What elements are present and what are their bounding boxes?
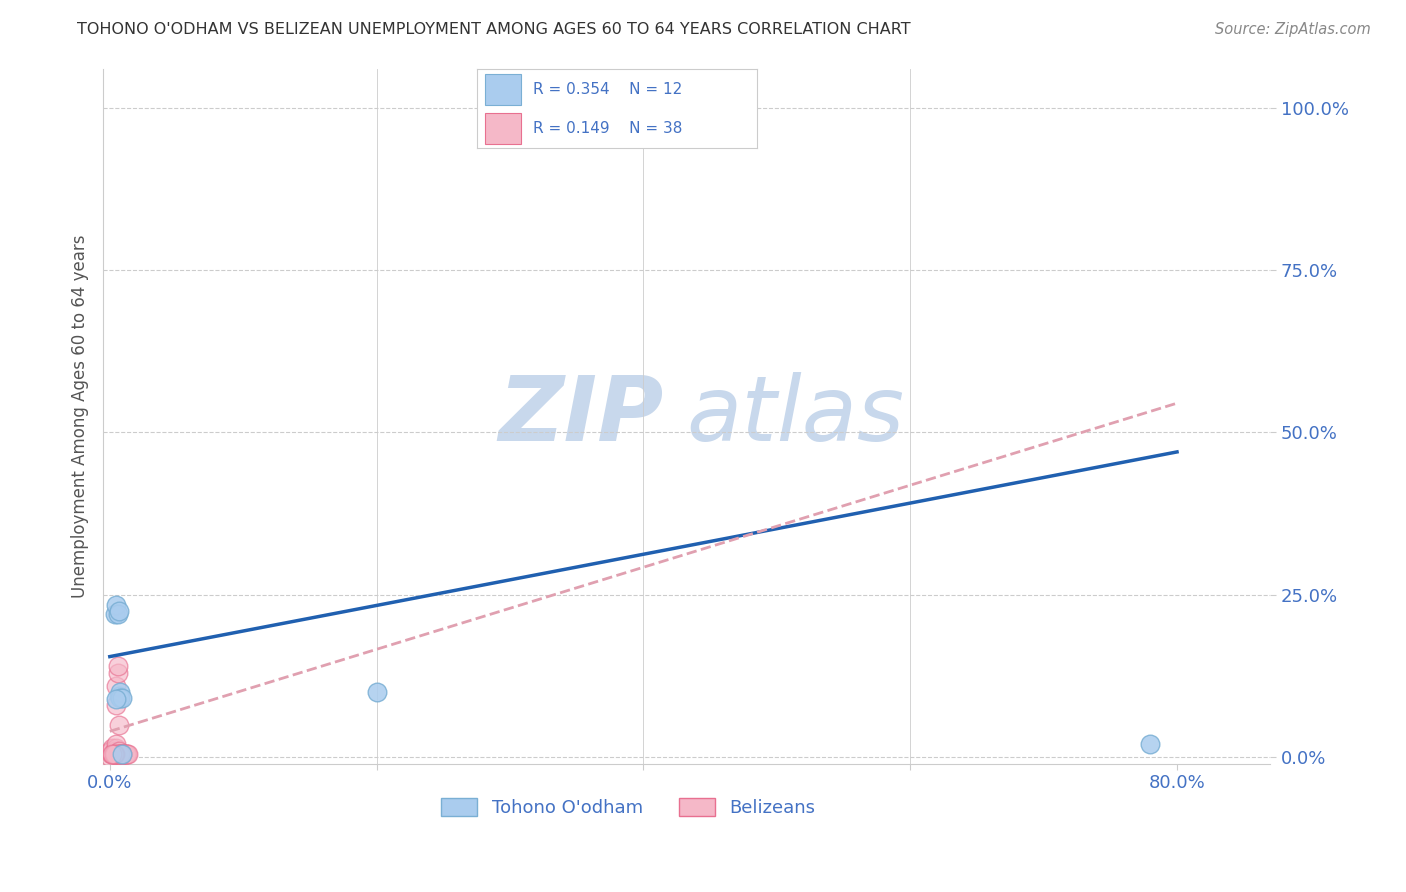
Point (111, 747, 134, 761)
Point (104, 747, 127, 761)
Point (101, 740, 124, 755)
Point (107, 665, 129, 680)
Point (105, 740, 128, 755)
Point (104, 607, 127, 622)
Point (105, 737, 128, 751)
Point (100, 747, 122, 761)
Point (101, 747, 124, 761)
Point (114, 747, 136, 761)
Text: TOHONO O'ODHAM VS BELIZEAN UNEMPLOYMENT AMONG AGES 60 TO 64 YEARS CORRELATION CH: TOHONO O'ODHAM VS BELIZEAN UNEMPLOYMENT … (77, 22, 911, 37)
Point (103, 747, 125, 761)
Point (107, 607, 129, 622)
Point (112, 747, 135, 761)
Point (112, 747, 135, 761)
Point (111, 690, 134, 705)
Point (100, 744, 122, 758)
Point (108, 747, 131, 761)
Point (110, 685, 132, 699)
Point (104, 744, 127, 758)
Point (107, 659, 129, 673)
Point (105, 679, 128, 693)
Point (105, 691, 128, 706)
Point (107, 747, 129, 761)
Point (104, 747, 127, 761)
Text: atlas: atlas (686, 372, 905, 460)
Point (117, 747, 139, 761)
Point (105, 598, 128, 612)
Point (103, 747, 125, 761)
Point (114, 747, 136, 761)
Point (114, 747, 136, 761)
Point (114, 747, 136, 761)
Point (98, 744, 121, 758)
Point (108, 689, 131, 703)
Point (111, 747, 134, 761)
Point (115, 747, 138, 761)
Point (1139, 737, 1161, 751)
Point (111, 747, 134, 761)
Point (110, 747, 132, 761)
Point (98, 750, 121, 764)
Point (110, 747, 132, 761)
Point (105, 698, 128, 713)
Point (107, 747, 129, 761)
Point (111, 747, 134, 761)
Point (366, 685, 388, 699)
Y-axis label: Unemployment Among Ages 60 to 64 years: Unemployment Among Ages 60 to 64 years (72, 235, 89, 598)
Text: ZIP: ZIP (498, 372, 664, 460)
Point (108, 604, 131, 618)
Text: Source: ZipAtlas.com: Source: ZipAtlas.com (1215, 22, 1371, 37)
Point (110, 747, 132, 761)
Point (101, 747, 124, 761)
Point (103, 747, 125, 761)
Legend: Tohono O'odham, Belizeans: Tohono O'odham, Belizeans (434, 790, 823, 824)
Point (110, 690, 132, 705)
Point (108, 718, 131, 732)
Point (108, 744, 131, 758)
